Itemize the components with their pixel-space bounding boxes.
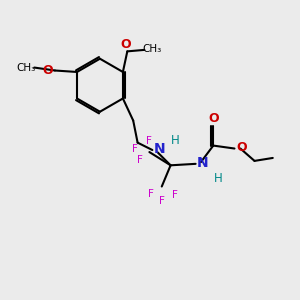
Text: H: H <box>214 172 223 185</box>
Text: O: O <box>121 38 131 51</box>
Text: H: H <box>171 134 179 147</box>
Text: N: N <box>197 156 209 170</box>
Text: O: O <box>236 141 247 154</box>
Text: N: N <box>154 142 165 155</box>
Text: F: F <box>172 190 178 200</box>
Text: F: F <box>137 155 143 165</box>
Text: CH₃: CH₃ <box>142 44 162 54</box>
Text: O: O <box>43 64 53 77</box>
Text: F: F <box>132 143 138 154</box>
Text: F: F <box>159 196 165 206</box>
Text: F: F <box>148 189 154 199</box>
Text: CH₃: CH₃ <box>16 63 36 73</box>
Text: O: O <box>208 112 219 125</box>
Text: F: F <box>146 136 152 146</box>
